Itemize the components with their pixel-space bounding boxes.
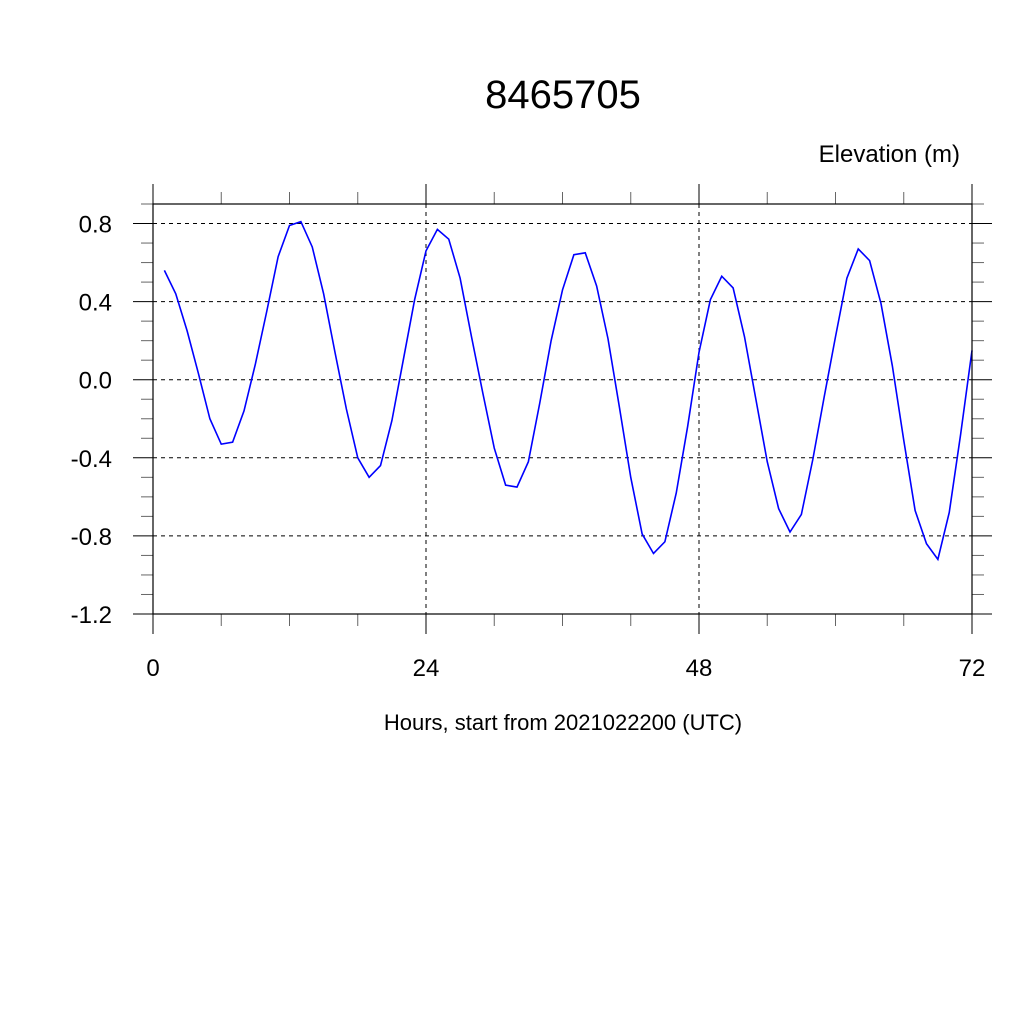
x-axis-label: Hours, start from 2021022200 (UTC) [384, 710, 742, 735]
tick-labels: 0 24 48 72 0.8 0.4 0.0 -0.4 -0.8 -1.2 [71, 212, 986, 682]
y-tick-label: 0.8 [79, 212, 112, 239]
x-tick-label: 0 [146, 655, 159, 682]
chart-title: 8465705 [485, 73, 641, 117]
x-tick-label: 24 [413, 655, 440, 682]
ticks [133, 184, 992, 634]
y-tick-label: -1.2 [71, 602, 112, 629]
y-tick-label: 0.0 [79, 368, 112, 395]
x-tick-label: 48 [686, 655, 713, 682]
y-axis-label: Elevation (m) [819, 141, 960, 168]
y-tick-label: -0.4 [71, 446, 112, 473]
x-tick-label: 72 [959, 655, 986, 682]
series-line [163, 220, 973, 562]
y-tick-label: 0.4 [79, 290, 112, 317]
y-tick-label: -0.8 [71, 524, 112, 551]
plot-frame [152, 203, 973, 615]
